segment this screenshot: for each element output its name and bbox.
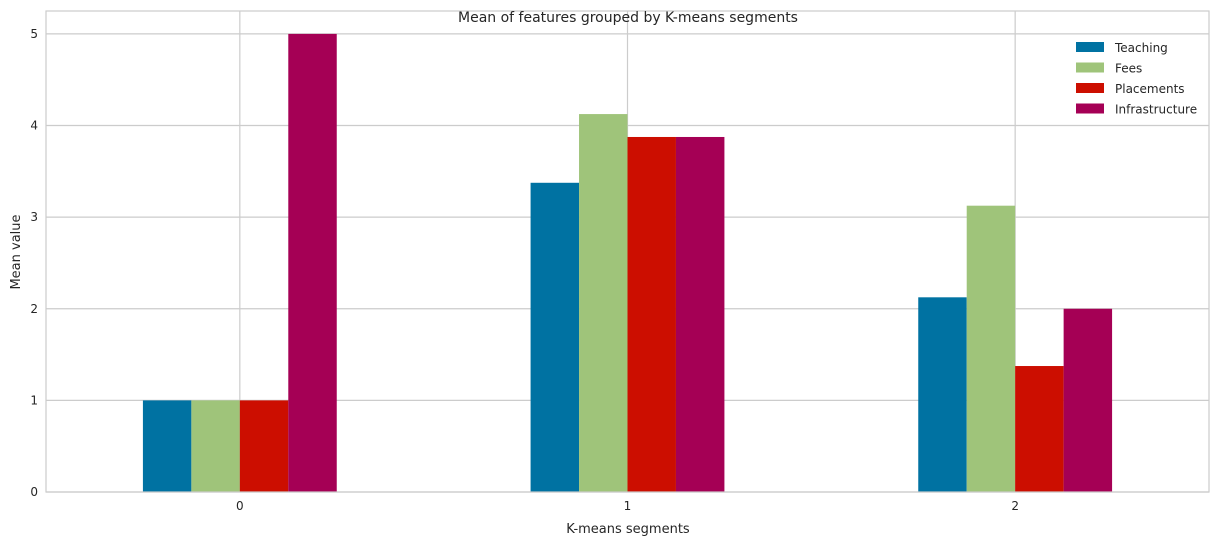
legend-swatch: [1076, 62, 1104, 73]
x-tick-label: 2: [1011, 499, 1019, 513]
bar-placements-2: [1015, 366, 1064, 492]
legend: Teaching Fees Placements Infrastructure: [1076, 41, 1197, 117]
y-axis-ticks: 0 1 2 3 4 5: [30, 27, 38, 499]
bar-infrastructure-1: [675, 136, 725, 492]
legend-label: Teaching: [1114, 41, 1168, 55]
bar-placements-1: [627, 136, 676, 492]
legend-swatch: [1076, 103, 1104, 114]
y-tick-label: 0: [30, 485, 38, 499]
y-axis-label: Mean value: [9, 214, 24, 289]
bar-placements-0: [239, 400, 289, 492]
bars: [142, 33, 1113, 493]
chart-title: Mean of features grouped by K-means segm…: [458, 10, 798, 26]
legend-label: Infrastructure: [1115, 103, 1197, 117]
legend-swatch: [1076, 42, 1104, 52]
y-tick-label: 5: [30, 27, 38, 41]
x-axis-ticks: 0 1 2: [236, 499, 1019, 513]
bar-infrastructure-2: [1063, 308, 1113, 492]
bar-fees-1: [579, 114, 628, 493]
plot-frame: [45, 10, 1210, 493]
bar-teaching-0: [142, 400, 192, 492]
x-tick-label: 1: [624, 499, 632, 513]
bar-infrastructure-0: [288, 33, 337, 493]
x-tick-label: 0: [236, 499, 244, 513]
y-tick-label: 1: [30, 393, 38, 407]
bar-fees-0: [191, 400, 240, 492]
y-tick-label: 4: [30, 119, 38, 133]
bar-fees-2: [966, 205, 1016, 492]
bar-teaching-1: [530, 182, 580, 493]
legend-label: Placements: [1115, 82, 1185, 96]
bar-teaching-2: [918, 297, 967, 492]
y-tick-label: 3: [30, 210, 38, 224]
y-tick-label: 2: [30, 302, 38, 316]
legend-label: Fees: [1115, 62, 1142, 76]
x-axis-label: K-means segments: [566, 522, 690, 537]
legend-swatch: [1076, 83, 1104, 93]
